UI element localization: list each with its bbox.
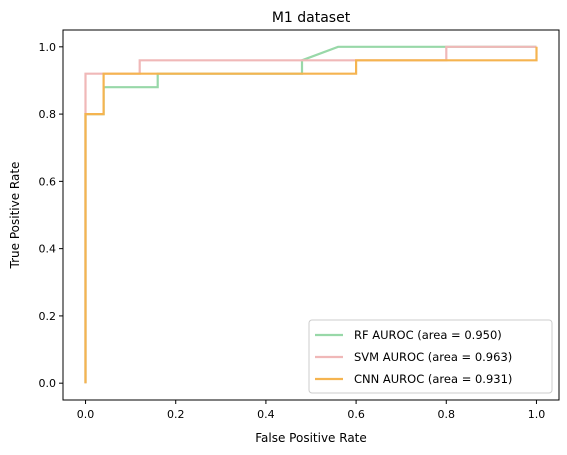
- legend-box: [308, 319, 553, 394]
- x-tick-label: 0.0: [77, 408, 95, 421]
- y-axis-label: True Positive Rate: [8, 162, 22, 270]
- series-line-2: [84, 46, 538, 384]
- x-tick-label: 0.8: [438, 408, 456, 421]
- y-tick-label: 1.0: [39, 41, 57, 54]
- y-tick-label: 0.0: [39, 377, 57, 390]
- y-tick-label: 0.6: [39, 175, 57, 188]
- chart-title: M1 dataset: [272, 10, 351, 26]
- series-lines: [84, 45, 538, 384]
- series-line-1: [84, 45, 537, 384]
- x-tick-label: 0.4: [257, 408, 275, 421]
- legend-label-0: RF AUROC (area = 0.950): [354, 328, 502, 342]
- x-axis-label: False Positive Rate: [255, 431, 367, 445]
- plot-frame: [62, 29, 560, 401]
- legend-label-2: CNN AUROC (area = 0.931): [354, 372, 512, 386]
- x-tick-label: 0.2: [167, 408, 185, 421]
- y-tick-label: 0.8: [39, 108, 57, 121]
- y-tick-label: 0.2: [39, 310, 57, 323]
- x-tick-label: 1.0: [528, 408, 546, 421]
- legend: RF AUROC (area = 0.950) SVM AUROC (area =…: [308, 319, 553, 394]
- legend-label-1: SVM AUROC (area = 0.963): [354, 350, 512, 364]
- y-axis-ticks: 0.0 0.2 0.4 0.6 0.8 1.0: [39, 41, 63, 390]
- y-tick-label: 0.4: [39, 243, 57, 256]
- x-axis-ticks: 0.0 0.2 0.4 0.6 0.8 1.0: [77, 400, 545, 421]
- x-tick-label: 0.6: [347, 408, 365, 421]
